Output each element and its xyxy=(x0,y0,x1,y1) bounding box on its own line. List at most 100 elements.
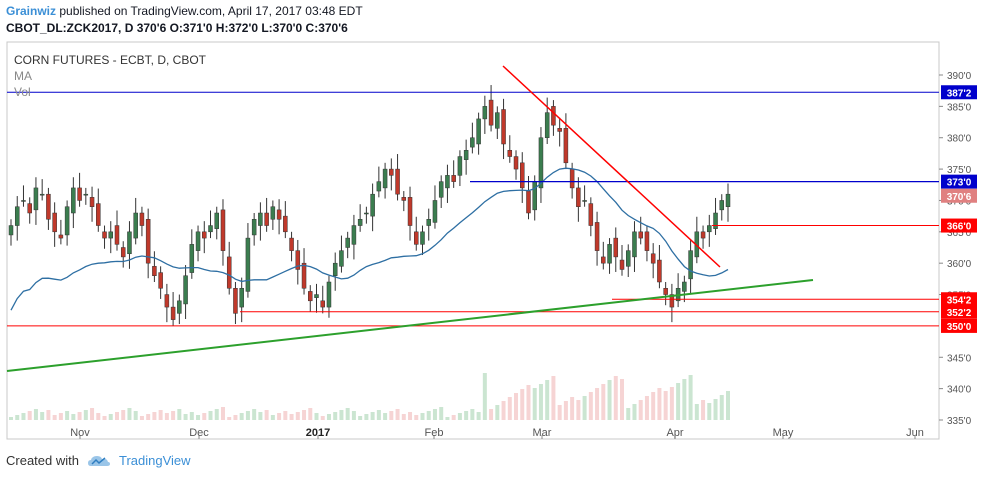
volume-bar xyxy=(33,409,38,420)
volume-bar xyxy=(383,413,388,420)
candle-body xyxy=(700,231,706,239)
uptrend-line xyxy=(6,279,814,372)
candle-body xyxy=(351,225,357,245)
price-tag xyxy=(941,318,977,333)
volume-bar xyxy=(476,412,481,420)
candle-body xyxy=(276,209,282,220)
candle-body xyxy=(563,128,569,164)
volume-bar xyxy=(9,417,13,420)
volume-bar xyxy=(114,412,119,420)
legend-vol[interactable]: Vol xyxy=(14,85,31,99)
price-tag-label: 387'2 xyxy=(947,88,972,99)
candle-body xyxy=(332,262,338,276)
candle-body xyxy=(707,225,712,233)
volume-bar xyxy=(445,417,450,420)
candle-body xyxy=(33,187,39,211)
volume-bar xyxy=(90,408,95,420)
candle-body xyxy=(289,237,294,251)
volume-bar xyxy=(551,376,556,420)
downtrend-line xyxy=(502,65,721,268)
candle-body xyxy=(83,193,89,196)
volume-bar xyxy=(676,383,681,420)
candle-body xyxy=(719,200,725,211)
candle-body xyxy=(170,306,176,320)
candle-body xyxy=(432,200,438,223)
volume-bar xyxy=(426,411,431,420)
y-tick-label: 375'0 xyxy=(947,165,972,176)
legend-symbol[interactable]: CORN FUTURES - ECBT, D, CBOT xyxy=(14,53,207,67)
candle-body xyxy=(139,212,145,226)
moving-average xyxy=(10,167,729,311)
candle-body xyxy=(270,206,276,220)
candle-body xyxy=(569,168,575,189)
volume-bar xyxy=(177,409,182,420)
volume-bar xyxy=(358,416,363,420)
tradingview-brand[interactable]: TradingView xyxy=(118,453,191,468)
volume-bar xyxy=(133,411,138,420)
volume-bar xyxy=(77,412,82,420)
volume-bar xyxy=(395,409,400,420)
candle-body xyxy=(245,237,251,292)
volume-bar xyxy=(514,393,519,420)
candle-body xyxy=(77,187,82,201)
candle-body xyxy=(389,168,394,176)
candle-body xyxy=(326,281,332,308)
volume-bar xyxy=(432,409,437,420)
volume-bars xyxy=(9,373,730,420)
volume-bar xyxy=(152,412,157,420)
volume-bar xyxy=(707,403,712,420)
volume-bar xyxy=(576,400,581,420)
volume-bar xyxy=(295,412,300,420)
candle-body xyxy=(345,237,350,248)
volume-bar xyxy=(146,414,151,420)
price-tag xyxy=(941,85,977,100)
volume-bar xyxy=(601,384,606,420)
candle-body xyxy=(64,206,70,236)
volume-bar xyxy=(252,409,257,420)
legend-ma[interactable]: MA xyxy=(14,69,32,83)
price-tag xyxy=(941,188,977,203)
price-tag xyxy=(941,304,977,319)
y-tick-label: 380'0 xyxy=(947,134,972,145)
candle-body xyxy=(114,225,120,245)
y-tick-label: 385'0 xyxy=(947,102,972,113)
volume-bar xyxy=(638,400,643,420)
volume-bar xyxy=(233,415,238,420)
volume-bar xyxy=(626,408,631,420)
candle-body xyxy=(395,168,400,195)
volume-bar xyxy=(289,414,294,420)
candle-body xyxy=(451,175,456,182)
volume-bar xyxy=(320,416,325,420)
volume-bar xyxy=(65,411,70,420)
volume-bar xyxy=(239,413,244,420)
candle-body xyxy=(357,219,363,226)
candle-body xyxy=(14,206,20,226)
candle-body xyxy=(364,212,369,215)
candle-body xyxy=(164,294,170,308)
candle-body xyxy=(264,212,269,226)
y-tick-label: 340'0 xyxy=(947,385,972,396)
candle-body xyxy=(71,187,76,214)
volume-bar xyxy=(669,387,674,420)
author-name[interactable]: Grainwiz xyxy=(6,4,57,18)
candle-body xyxy=(195,231,201,251)
volume-bar xyxy=(719,395,724,420)
candle-body xyxy=(601,256,606,264)
candle-body xyxy=(382,168,388,189)
price-tag-label: 352'2 xyxy=(947,308,972,319)
volume-bar xyxy=(632,404,637,420)
price-tag-label: 366'0 xyxy=(947,222,972,233)
volume-bar xyxy=(202,413,207,420)
volume-bar xyxy=(339,410,344,420)
candle-body xyxy=(208,225,213,233)
volume-bar xyxy=(270,415,275,420)
x-axis: Nov Dec 2017 Feb Mar Apr May Jun xyxy=(70,427,924,439)
volume-bar xyxy=(214,409,219,420)
candle-body xyxy=(463,150,469,160)
volume-bar xyxy=(557,405,562,420)
candle-body xyxy=(470,137,475,148)
y-tick-label: 335'0 xyxy=(947,416,972,427)
candle-body xyxy=(320,300,325,308)
x-tick-label: Dec xyxy=(189,427,209,439)
